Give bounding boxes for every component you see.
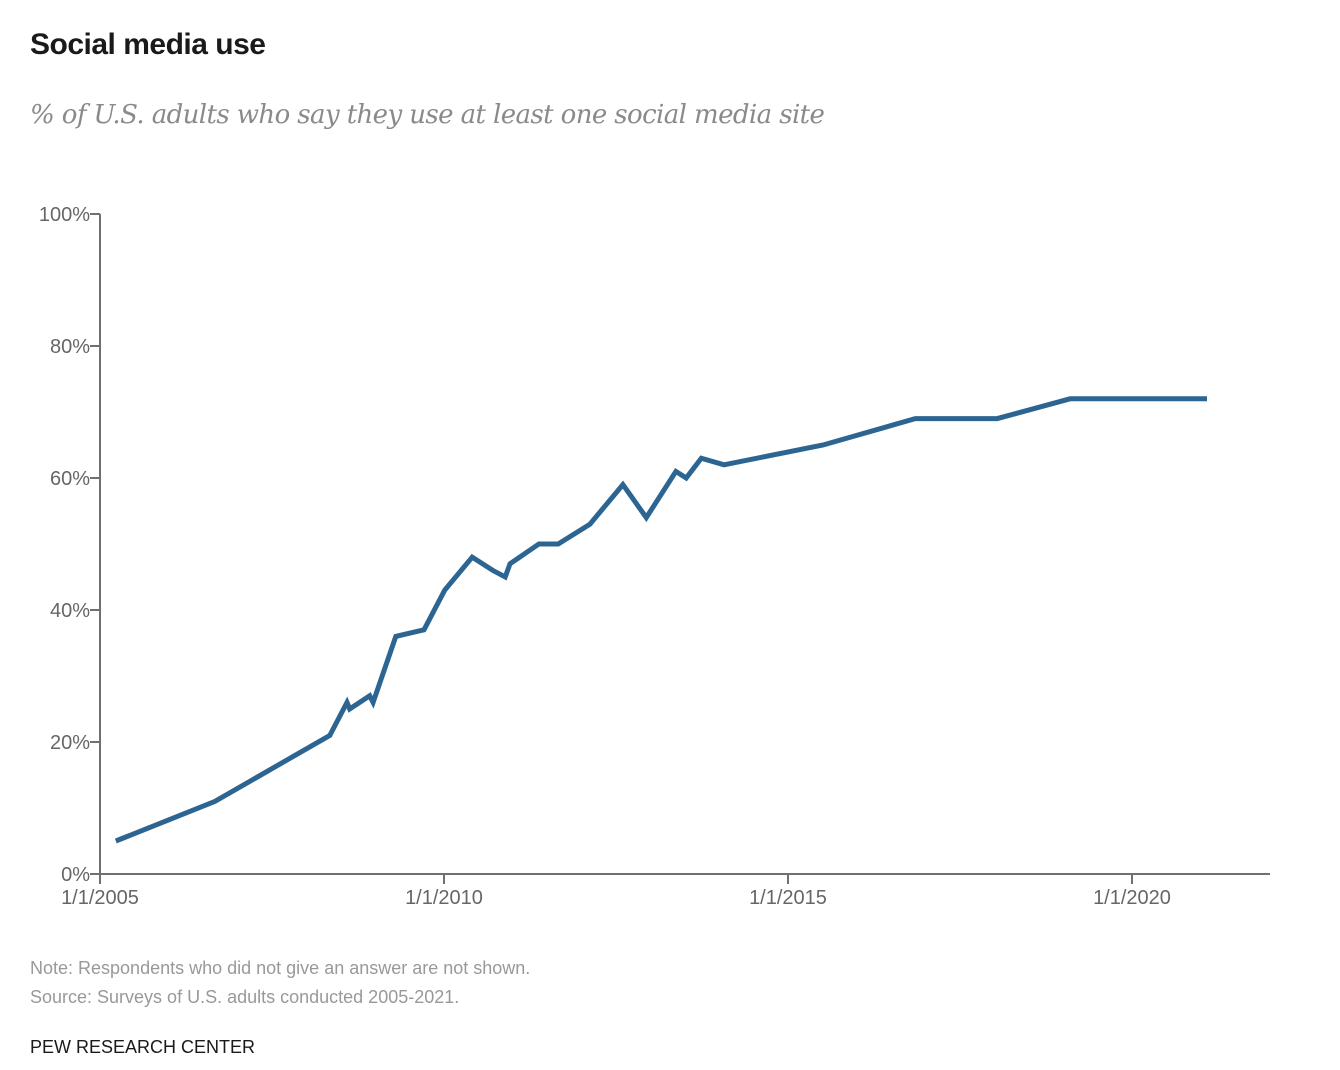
x-axis-ticks: 1/1/2005 1/1/2010 1/1/2015 1/1/2020	[61, 874, 1171, 909]
source-text: Source: Surveys of U.S. adults conducted…	[30, 987, 460, 1007]
y-axis-ticks: 0% 20% 40% 60% 80% 100%	[39, 204, 100, 886]
x-tick-label: 1/1/2005	[61, 887, 139, 909]
y-tick-label: 100%	[39, 204, 90, 226]
y-tick-label: 40%	[50, 600, 90, 622]
line-chart: 0%20%40%60%80%100% 1/1/2005 1/1/2010 1/1/2…	[39, 204, 1270, 909]
x-tick-label: 1/1/2015	[749, 887, 827, 909]
note-text: Note: Respondents who did not give an an…	[30, 958, 531, 978]
axes	[90, 214, 1270, 875]
x-tick-label: 1/1/2020	[1093, 887, 1171, 909]
chart-title: Social media use	[30, 28, 266, 61]
series-line	[114, 396, 1207, 844]
chart-subtitle: % of U.S. adults who say they use at lea…	[30, 100, 825, 130]
y-tick-label: 80%	[50, 336, 90, 358]
x-tick-label: 1/1/2010	[405, 887, 483, 909]
y-tick-label: 20%	[50, 732, 90, 754]
y-tick-label: 0%	[61, 864, 90, 886]
y-tick-label: 60%	[50, 468, 90, 490]
series-group	[114, 396, 1207, 844]
brand-label: PEW RESEARCH CENTER	[30, 1037, 256, 1057]
